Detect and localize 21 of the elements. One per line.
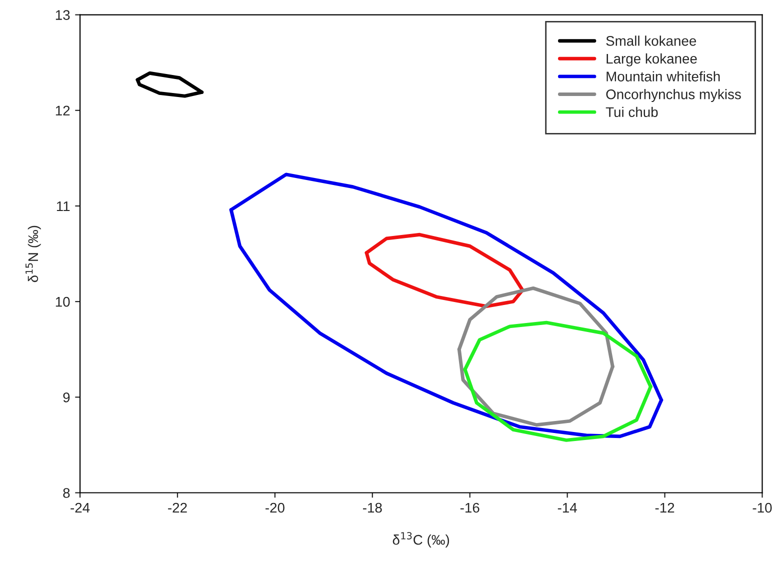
y-tick-label: 11	[56, 201, 70, 212]
y-tick-label: 9	[63, 392, 70, 402]
x-tick-label: -16	[460, 502, 480, 513]
legend-label: Tui chub	[606, 106, 658, 118]
y-tick-label: 10	[56, 296, 70, 307]
x-tick-label: -10	[752, 502, 772, 513]
x-tick-label: -22	[168, 502, 187, 513]
legend-label: Small kokanee	[606, 36, 696, 46]
x-tick-label: -14	[558, 502, 577, 513]
x-tick-label: -18	[362, 502, 382, 513]
y-axis-title: δ$^{15}$N (‰)	[26, 226, 41, 282]
legend-label: Mountain whitefish	[606, 71, 720, 82]
legend-label: Large kokanee	[606, 53, 697, 66]
y-tick-label: 8	[63, 488, 70, 498]
y-tick-label: 13	[56, 10, 70, 20]
x-tick-label: -20	[266, 502, 284, 513]
x-tick-label: -12	[655, 502, 674, 513]
legend-label: Oncorhynchus mykiss	[606, 89, 741, 102]
x-axis-title: δ$^{13}$C (‰)	[392, 532, 450, 548]
x-tick-label: -24	[70, 502, 90, 513]
y-tick-label: 12	[56, 106, 70, 116]
